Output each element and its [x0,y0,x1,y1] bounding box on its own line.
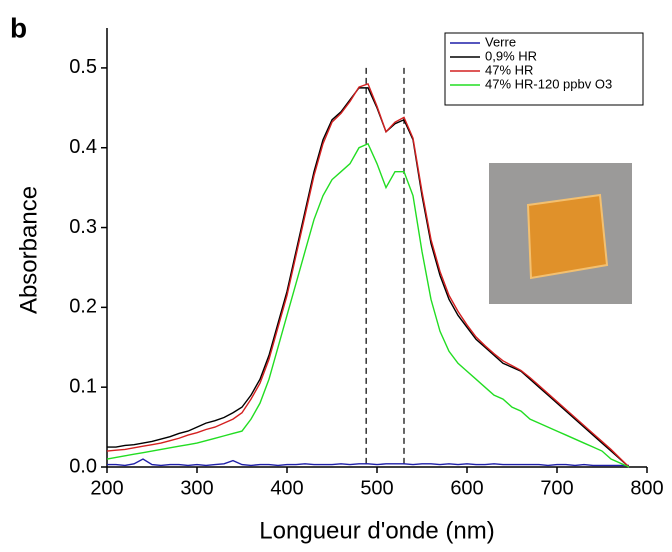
y-tick-label: 0.2 [69,296,97,318]
x-axis-label: Longueur d'onde (nm) [259,517,494,544]
x-tick-label: 400 [270,477,303,499]
legend-box [444,32,644,106]
y-tick-label: 0.1 [69,375,97,397]
y-tick-label: 0.4 [69,136,97,158]
x-tick-label: 200 [90,477,123,499]
x-tick-label: 300 [180,477,213,499]
x-tick-label: 800 [630,477,663,499]
series-line [106,142,630,468]
legend-label: 47% HR [485,62,533,77]
x-tick-label: 500 [360,477,393,499]
y-tick-label: 0.0 [69,455,97,477]
legend-label: 47% HR-120 ppbv O3 [485,76,612,91]
series-line [106,82,630,468]
photo-sample [526,193,609,280]
x-tick-label: 700 [540,477,573,499]
legend-label: Verre [485,34,516,49]
x-tick-label: 600 [450,477,483,499]
y-tick-label: 0.5 [69,56,97,78]
panel-label: b [10,12,27,43]
y-axis-label: Absorbance [15,186,42,314]
inset-photo [489,163,632,304]
legend-label: 0,9% HR [485,48,537,63]
y-tick-label: 0.3 [69,216,97,238]
series-line [107,87,630,468]
series-line [107,458,629,467]
